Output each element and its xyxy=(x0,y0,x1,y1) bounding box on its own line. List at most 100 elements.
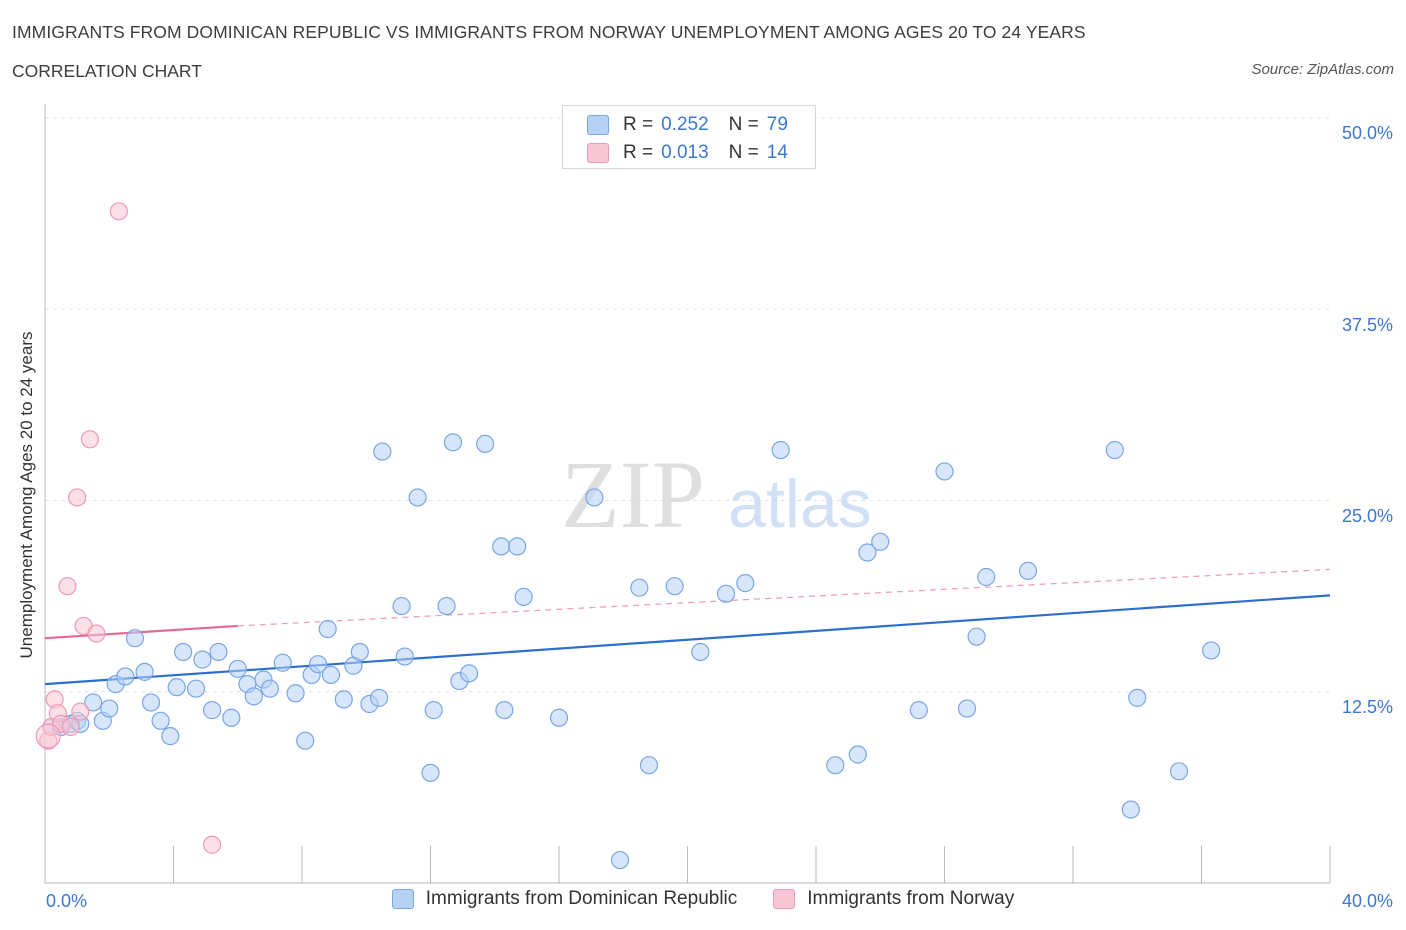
point-dominican xyxy=(771,440,790,460)
point-dominican xyxy=(141,693,161,712)
legend-n-label: N = xyxy=(728,114,759,135)
point-dominican xyxy=(135,662,154,681)
point-dominican xyxy=(209,642,228,662)
point-dominican xyxy=(395,647,414,666)
point-dominican xyxy=(392,596,411,616)
point-dominican xyxy=(639,756,659,775)
watermark-atlas: atlas xyxy=(728,466,872,542)
series-name: Immigrants from Dominican Republic xyxy=(425,888,738,909)
point-dominican xyxy=(321,665,341,685)
source-label: Source: ZipAtlas.com xyxy=(1251,61,1394,78)
point-norway xyxy=(58,577,77,596)
series-swatch-norway xyxy=(773,889,796,909)
point-dominican xyxy=(1018,561,1038,580)
point-dominican xyxy=(421,763,440,782)
x-tick-min: 0.0% xyxy=(46,891,88,911)
point-dominican xyxy=(736,574,755,593)
point-norway xyxy=(68,488,87,507)
legend-r-label: R = xyxy=(623,114,654,135)
point-dominican xyxy=(508,537,527,556)
axes xyxy=(44,104,1331,884)
point-dominican xyxy=(476,434,495,453)
point-dominican xyxy=(167,678,186,697)
series-legend-item-norway[interactable]: Immigrants from Norway xyxy=(773,888,1014,910)
point-dominican xyxy=(935,462,954,481)
legend-n-value: 79 xyxy=(766,114,788,135)
legend-row-dominican: R = 0.252 N = 79 xyxy=(587,113,788,137)
point-norway xyxy=(109,202,128,221)
legend-r-value: 0.252 xyxy=(661,114,709,135)
trendline-dominican xyxy=(44,594,1331,686)
grid-lines xyxy=(45,117,1330,693)
legend-swatch-dominican xyxy=(587,115,609,135)
series-legend-item-dominican[interactable]: Immigrants from Dominican Republic xyxy=(391,888,738,910)
point-dominican xyxy=(202,701,222,720)
series-name: Immigrants from Norway xyxy=(807,888,1015,909)
point-dominican xyxy=(286,684,305,703)
point-dominican xyxy=(1128,688,1147,707)
y-tick: 37.5% xyxy=(1341,315,1393,335)
point-dominican xyxy=(273,653,292,672)
point-dominican xyxy=(408,488,427,507)
point-norway xyxy=(202,835,222,854)
point-dominican xyxy=(909,701,928,720)
point-norway xyxy=(35,723,61,749)
point-dominican xyxy=(424,701,443,720)
y-tick: 12.5% xyxy=(1341,697,1393,717)
point-dominican xyxy=(244,687,263,706)
point-dominican xyxy=(260,679,279,698)
watermark: ZIP atlas xyxy=(561,441,872,548)
point-dominican xyxy=(585,488,604,507)
point-dominican xyxy=(437,596,456,616)
point-dominican xyxy=(967,627,986,646)
y-tick: 25.0% xyxy=(1341,506,1393,526)
chart-title: IMMIGRANTS FROM DOMINICAN REPUBLIC VS IM… xyxy=(12,22,1086,42)
legend-row-norway: R = 0.013 N = 14 xyxy=(587,141,788,165)
point-dominican xyxy=(848,745,867,764)
chart-subtitle: CORRELATION CHART xyxy=(12,61,202,81)
point-dominican xyxy=(459,664,479,683)
point-dominican xyxy=(858,543,877,562)
point-norway xyxy=(61,717,80,737)
point-dominican xyxy=(549,708,569,727)
point-dominican xyxy=(630,578,649,597)
point-dominican xyxy=(318,619,337,639)
point-dominican xyxy=(495,701,514,720)
point-dominican xyxy=(826,756,845,775)
series-swatch-dominican xyxy=(391,889,414,909)
point-dominican xyxy=(977,567,996,587)
point-dominican xyxy=(957,699,977,718)
point-dominican xyxy=(84,693,103,712)
series-legend: Immigrants from Dominican Republic Immig… xyxy=(0,888,1406,910)
legend-swatch-norway xyxy=(587,143,609,163)
y-tick: 50.0% xyxy=(1341,123,1393,143)
point-dominican xyxy=(1105,440,1124,460)
y-axis-label: Unemployment Among Ages 20 to 24 years xyxy=(17,331,36,659)
legend-n-label: N = xyxy=(728,142,759,163)
point-dominican xyxy=(665,577,684,596)
point-dominican xyxy=(228,659,247,678)
point-dominican xyxy=(514,587,533,606)
watermark-zip: ZIP xyxy=(561,441,705,548)
point-dominican xyxy=(716,584,736,603)
point-dominican xyxy=(370,688,389,707)
data-points xyxy=(35,202,1221,870)
point-dominican xyxy=(350,642,369,662)
point-dominican xyxy=(116,667,135,686)
point-dominican xyxy=(186,679,206,698)
point-dominican xyxy=(151,711,170,730)
point-dominican xyxy=(296,731,315,750)
point-dominican xyxy=(222,708,241,727)
point-dominican xyxy=(334,690,353,709)
correlation-legend: R = 0.252 N = 79 R = 0.013 N = 14 xyxy=(562,105,816,169)
legend-n-value: 14 xyxy=(766,142,788,163)
point-norway xyxy=(87,624,106,643)
point-dominican xyxy=(1202,641,1221,660)
point-dominican xyxy=(373,442,392,461)
point-dominican xyxy=(161,727,180,746)
point-dominican xyxy=(1121,800,1140,819)
point-norway xyxy=(71,702,90,721)
point-dominican xyxy=(691,642,710,662)
point-dominican xyxy=(125,629,145,648)
